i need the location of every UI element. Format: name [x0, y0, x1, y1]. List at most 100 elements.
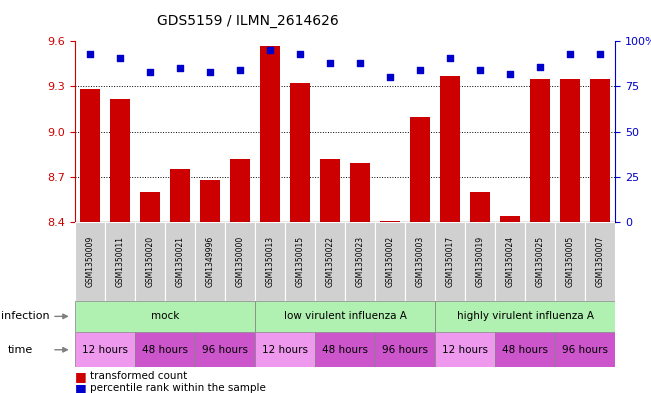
- Point: [535, 63, 546, 70]
- Text: 48 hours: 48 hours: [142, 345, 188, 355]
- Text: GSM1350003: GSM1350003: [415, 236, 424, 287]
- Text: 12 hours: 12 hours: [82, 345, 128, 355]
- Point: [475, 67, 485, 73]
- Point: [415, 67, 425, 73]
- Point: [505, 71, 516, 77]
- Text: GSM1350013: GSM1350013: [266, 236, 275, 287]
- Bar: [350, 163, 370, 222]
- Point: [355, 60, 365, 66]
- Text: percentile rank within the sample: percentile rank within the sample: [90, 383, 266, 393]
- Text: GSM1350023: GSM1350023: [355, 236, 365, 287]
- Bar: [105, 222, 135, 301]
- Text: 96 hours: 96 hours: [382, 345, 428, 355]
- Bar: [405, 222, 435, 301]
- Bar: [75, 222, 105, 301]
- Text: GSM1350022: GSM1350022: [326, 236, 335, 287]
- Point: [325, 60, 335, 66]
- Bar: [375, 332, 435, 367]
- Point: [295, 51, 305, 57]
- Bar: [585, 222, 615, 301]
- Bar: [135, 222, 165, 301]
- Text: GSM1350011: GSM1350011: [115, 236, 124, 287]
- Bar: [260, 46, 280, 222]
- Text: ■: ■: [75, 370, 87, 383]
- Point: [385, 74, 395, 81]
- Text: GSM1350020: GSM1350020: [145, 236, 154, 287]
- Bar: [590, 79, 610, 222]
- Point: [174, 65, 185, 72]
- Text: GSM1350021: GSM1350021: [175, 236, 184, 287]
- Bar: [255, 332, 315, 367]
- Bar: [290, 83, 310, 222]
- Bar: [75, 332, 135, 367]
- Point: [445, 54, 455, 61]
- Bar: [495, 222, 525, 301]
- Bar: [320, 159, 340, 222]
- Bar: [525, 222, 555, 301]
- Point: [115, 54, 125, 61]
- Text: highly virulent influenza A: highly virulent influenza A: [456, 311, 594, 321]
- Point: [595, 51, 605, 57]
- Bar: [495, 332, 555, 367]
- Text: GSM1350002: GSM1350002: [385, 236, 395, 287]
- Point: [265, 47, 275, 53]
- Bar: [465, 222, 495, 301]
- Bar: [435, 301, 615, 332]
- Bar: [80, 90, 100, 222]
- Bar: [230, 159, 250, 222]
- Bar: [531, 79, 550, 222]
- Bar: [135, 332, 195, 367]
- Text: 48 hours: 48 hours: [502, 345, 548, 355]
- Text: GSM1350009: GSM1350009: [85, 236, 94, 287]
- Bar: [555, 222, 585, 301]
- Text: GSM1350017: GSM1350017: [445, 236, 454, 287]
- Bar: [380, 220, 400, 222]
- Bar: [165, 222, 195, 301]
- Bar: [225, 222, 255, 301]
- Text: 96 hours: 96 hours: [202, 345, 248, 355]
- Text: 48 hours: 48 hours: [322, 345, 368, 355]
- Point: [145, 69, 155, 75]
- Point: [235, 67, 245, 73]
- Text: low virulent influenza A: low virulent influenza A: [284, 311, 406, 321]
- Point: [85, 51, 95, 57]
- Point: [565, 51, 575, 57]
- Bar: [315, 222, 345, 301]
- Text: time: time: [8, 345, 33, 355]
- Text: mock: mock: [151, 311, 179, 321]
- Text: 12 hours: 12 hours: [442, 345, 488, 355]
- Bar: [75, 301, 255, 332]
- Text: GSM1350000: GSM1350000: [236, 236, 245, 287]
- Text: 12 hours: 12 hours: [262, 345, 308, 355]
- Bar: [561, 79, 580, 222]
- Bar: [201, 180, 219, 222]
- Text: GSM1350007: GSM1350007: [596, 236, 605, 287]
- Bar: [110, 99, 130, 222]
- Text: ■: ■: [75, 382, 87, 393]
- Text: infection: infection: [1, 311, 50, 321]
- Bar: [255, 301, 435, 332]
- Text: 96 hours: 96 hours: [562, 345, 608, 355]
- Bar: [375, 222, 405, 301]
- Bar: [255, 222, 285, 301]
- Bar: [555, 332, 615, 367]
- Text: GSM1350025: GSM1350025: [536, 236, 545, 287]
- Text: GSM1350024: GSM1350024: [506, 236, 515, 287]
- Text: GSM1350015: GSM1350015: [296, 236, 305, 287]
- Bar: [501, 216, 520, 222]
- Bar: [435, 222, 465, 301]
- Text: GSM1350019: GSM1350019: [476, 236, 484, 287]
- Point: [204, 69, 215, 75]
- Text: GDS5159 / ILMN_2614626: GDS5159 / ILMN_2614626: [156, 14, 339, 28]
- Text: transformed count: transformed count: [90, 371, 187, 382]
- Text: GSM1350005: GSM1350005: [566, 236, 575, 287]
- Bar: [345, 222, 375, 301]
- Bar: [195, 222, 225, 301]
- Bar: [435, 332, 495, 367]
- Bar: [170, 169, 189, 222]
- Bar: [440, 76, 460, 222]
- Text: GSM1349996: GSM1349996: [206, 236, 214, 287]
- Bar: [410, 117, 430, 222]
- Bar: [315, 332, 375, 367]
- Bar: [471, 192, 490, 222]
